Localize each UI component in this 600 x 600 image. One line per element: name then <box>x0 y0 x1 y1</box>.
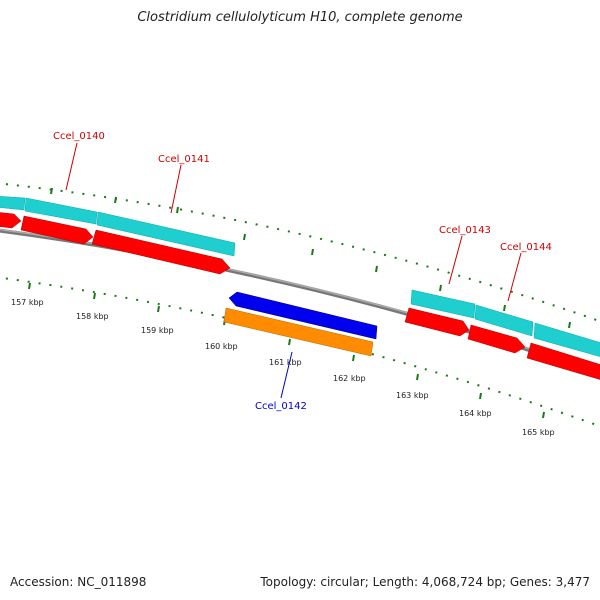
gene-arrow[interactable] <box>404 307 470 337</box>
reverse-cds-segment[interactable] <box>223 307 374 357</box>
cds-segment[interactable] <box>24 197 98 225</box>
gene-label-ccel-0142[interactable]: Ccel_0142 <box>255 401 307 412</box>
gene-label-ccel-0140[interactable]: Ccel_0140 <box>53 131 105 142</box>
reverse-gene-arrow[interactable] <box>228 291 378 340</box>
map-title: Clostridium cellulolyticum H10, complete… <box>137 10 463 25</box>
label-leaders <box>65 142 522 399</box>
cds-segment[interactable] <box>0 196 26 211</box>
gene-labels: Ccel_0140 Ccel_0141 Ccel_0143 Ccel_0144 … <box>53 131 552 412</box>
cds-segment[interactable] <box>410 289 476 319</box>
scale-label: 161 kbp <box>269 358 302 367</box>
scale-label: 163 kbp <box>396 391 429 400</box>
forward-gene-track <box>0 212 600 381</box>
scale-label: 162 kbp <box>333 374 366 383</box>
cds-segment[interactable] <box>533 322 600 358</box>
gene-arrow[interactable] <box>467 324 526 354</box>
outer-major-ticks <box>50 187 571 329</box>
scale-label: 165 kbp <box>522 428 555 437</box>
inner-major-ticks <box>28 282 545 419</box>
cds-segment[interactable] <box>96 211 236 257</box>
gene-label-ccel-0141[interactable]: Ccel_0141 <box>158 154 210 165</box>
forward-cds-track <box>0 196 600 358</box>
gene-arrow[interactable] <box>20 215 94 245</box>
scale-label: 159 kbp <box>141 326 174 335</box>
scale-label: 158 kbp <box>76 312 109 321</box>
scale-label: 160 kbp <box>205 342 238 351</box>
scale-label: 157 kbp <box>11 298 44 307</box>
accession-text: Accession: NC_011898 <box>10 575 147 589</box>
cds-segment[interactable] <box>474 304 534 337</box>
gene-label-ccel-0143[interactable]: Ccel_0143 <box>439 225 491 236</box>
scale-label: 164 kbp <box>459 409 492 418</box>
genome-summary-text: Topology: circular; Length: 4,068,724 bp… <box>260 575 590 589</box>
scale-labels: 157 kbp 158 kbp 159 kbp 160 kbp 161 kbp … <box>11 298 555 437</box>
outer-tick-ring <box>0 182 600 323</box>
gene-label-ccel-0144[interactable]: Ccel_0144 <box>500 242 552 253</box>
gene-arrow[interactable] <box>526 342 600 381</box>
gene-arrow[interactable] <box>0 212 22 229</box>
gene-arrow[interactable] <box>91 229 231 275</box>
